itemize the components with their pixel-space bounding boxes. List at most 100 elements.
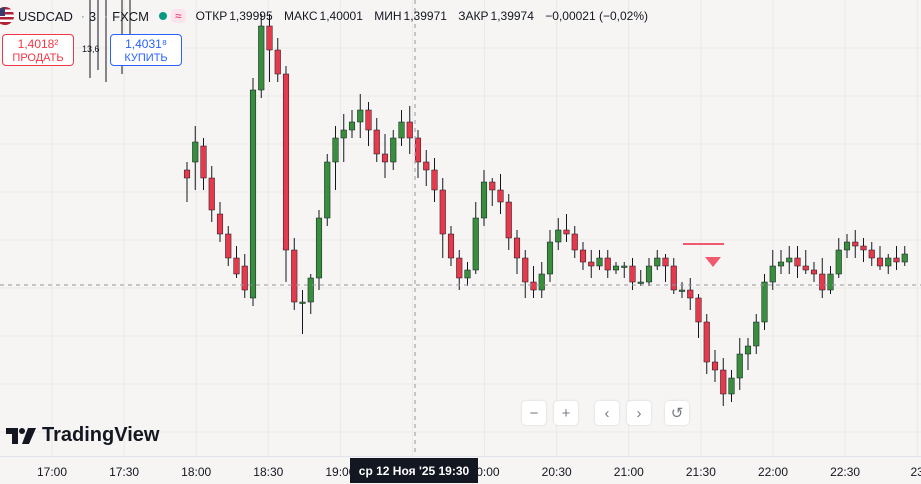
candle: [654, 250, 661, 270]
candle: [860, 238, 867, 262]
candle: [200, 138, 207, 190]
candle: [744, 338, 752, 370]
scroll-left-button[interactable]: ‹: [595, 401, 619, 425]
candle: [414, 130, 422, 178]
candle-body-up: [835, 249, 842, 275]
candle-body-up: [637, 281, 644, 284]
candle: [192, 126, 199, 190]
candle: [736, 338, 743, 390]
candle: [588, 250, 595, 278]
candle-body-up: [843, 241, 851, 251]
time-tick-label: 20:30: [541, 465, 572, 479]
candle: [348, 110, 356, 138]
candle-body-down: [819, 273, 826, 291]
buy-label: КУПИТЬ: [124, 52, 168, 64]
time-tick-label: 21:00: [613, 465, 644, 479]
candle-body-up: [299, 301, 306, 304]
zoom-in-button[interactable]: +: [554, 401, 578, 425]
candle-body-down: [183, 169, 191, 179]
time-tick-label: 18:00: [181, 465, 212, 479]
scroll-right-button[interactable]: ›: [627, 401, 651, 425]
candle: [555, 218, 562, 250]
candle: [480, 170, 488, 226]
candle-body-down: [530, 281, 537, 291]
wave-icon[interactable]: ≈: [170, 9, 186, 23]
candle: [819, 258, 826, 298]
candle-body-up: [348, 121, 356, 131]
sell-button[interactable]: 1,4018² ПРОДАТЬ: [2, 34, 74, 66]
tradingview-logo[interactable]: TradingView: [6, 424, 159, 447]
candle: [447, 226, 455, 266]
sell-marker-icon[interactable]: [705, 257, 721, 267]
time-tick-label: 17:00: [36, 465, 68, 479]
candle: [662, 254, 669, 282]
interval[interactable]: 3: [88, 8, 97, 24]
candle-body-down: [439, 189, 446, 235]
candle-body-down: [579, 249, 587, 263]
candle-body-down: [233, 257, 240, 275]
candle-body-down: [406, 121, 413, 139]
candle-body-up: [786, 257, 793, 263]
candle-body-up: [596, 257, 603, 267]
candle: [885, 254, 892, 274]
candle: [373, 118, 380, 162]
candle-body-up: [678, 289, 686, 292]
candle: [340, 114, 347, 162]
candle-body-up: [249, 89, 257, 299]
buy-button[interactable]: 1,4031⁸ КУПИТЬ: [110, 34, 182, 66]
candle-body-up: [464, 269, 471, 279]
candle-body-down: [563, 229, 570, 235]
candle-body-down: [225, 233, 232, 259]
candle-body-down: [604, 257, 611, 271]
candle: [810, 262, 818, 282]
candle: [852, 230, 859, 258]
candle-body-down: [497, 189, 504, 203]
candle: [258, 14, 265, 98]
time-tick-label: 17:30: [109, 465, 140, 479]
candle: [315, 210, 323, 290]
candle-body-down: [282, 73, 290, 251]
candle-body-down: [381, 153, 389, 163]
candle: [431, 158, 438, 202]
candle-body-down: [588, 261, 595, 267]
candle: [216, 202, 224, 242]
candle-body-down: [373, 129, 380, 155]
candle-body-down: [893, 257, 900, 263]
chart-nav-reset: ↺: [665, 401, 689, 425]
candle: [728, 370, 735, 402]
candle-body-down: [868, 249, 875, 259]
time-tick-label: 22:30: [830, 465, 861, 479]
low-label: МИН: [374, 9, 402, 23]
candle-body-down: [216, 213, 224, 235]
reset-chart-button[interactable]: ↺: [665, 401, 689, 425]
candle-body-up: [324, 161, 331, 219]
candle-body-down: [414, 137, 422, 163]
candle: [794, 246, 801, 278]
candle: [398, 110, 405, 146]
crosshair-time-label: ср 12 Ноя '25 19:30: [350, 458, 478, 483]
low-value: 1,39971: [403, 9, 447, 23]
candle: [489, 178, 496, 206]
candle-body-up: [480, 181, 488, 219]
exchange: FXCM: [112, 8, 149, 24]
candle-body-up: [258, 25, 265, 91]
candle: [456, 250, 463, 290]
candle: [753, 314, 760, 354]
high-label: МАКС: [283, 9, 318, 23]
time-tick-label: 19:00: [325, 465, 356, 479]
candle: [777, 250, 785, 274]
zoom-out-button[interactable]: −: [522, 401, 546, 425]
symbol-name[interactable]: USDCAD: [18, 8, 73, 24]
separator: ·: [80, 9, 85, 23]
open-value: 1,39995: [229, 9, 273, 23]
candle-body-down: [291, 249, 298, 303]
candle-body-down: [505, 201, 512, 239]
chart-grid: [0, 0, 921, 456]
candle: [390, 130, 397, 170]
spread-value: 13,6: [82, 44, 100, 54]
candle: [835, 238, 842, 278]
candle-body-up: [621, 265, 628, 268]
candle: [827, 266, 834, 294]
candle: [645, 258, 653, 286]
